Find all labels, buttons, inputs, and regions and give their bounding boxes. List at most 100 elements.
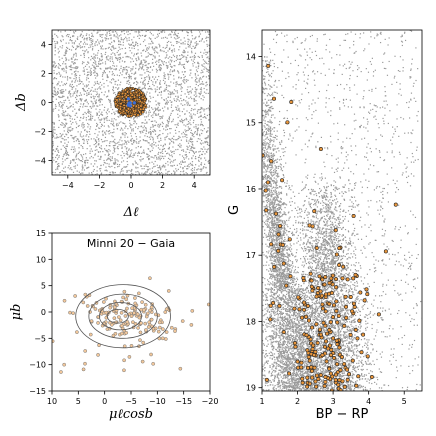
field-star (352, 329, 354, 331)
field-star (181, 90, 183, 93)
field-star (205, 151, 208, 153)
field-star (198, 156, 200, 158)
field-star (186, 79, 188, 81)
field-star (104, 154, 106, 156)
field-star (82, 35, 84, 37)
field-star (151, 62, 153, 64)
pm-star (149, 352, 153, 357)
field-star (173, 138, 175, 141)
field-star (186, 31, 188, 33)
field-star (288, 138, 290, 140)
field-star (55, 98, 58, 100)
field-star (275, 91, 277, 94)
field-star (167, 125, 169, 127)
field-star (271, 165, 273, 168)
field-star (160, 66, 162, 69)
field-star (80, 100, 82, 102)
field-star (88, 36, 91, 39)
field-star (195, 164, 197, 166)
field-star (157, 108, 159, 110)
field-star (94, 67, 96, 69)
field-star (174, 99, 176, 102)
field-star (164, 88, 166, 90)
field-star (65, 57, 67, 59)
field-star (315, 325, 317, 328)
field-star (332, 250, 334, 252)
field-star (58, 81, 60, 83)
field-star (97, 138, 100, 140)
field-star (95, 102, 97, 104)
field-star (171, 156, 173, 158)
field-star (114, 54, 116, 56)
field-star (130, 155, 132, 158)
field-star (79, 74, 81, 77)
field-star (124, 117, 126, 119)
field-star (293, 354, 296, 356)
field-star (117, 145, 119, 148)
field-star (152, 131, 155, 133)
field-star (83, 39, 85, 41)
field-star (185, 100, 187, 102)
field-star (187, 44, 190, 46)
field-star (82, 83, 84, 85)
field-star (280, 326, 282, 328)
field-star (193, 54, 196, 57)
field-star (135, 147, 137, 149)
field-star (78, 109, 80, 111)
field-star (70, 77, 72, 79)
field-star (188, 112, 191, 114)
field-star (281, 280, 283, 283)
field-star (163, 50, 165, 52)
field-star (96, 166, 98, 168)
field-star (320, 380, 323, 382)
field-star (156, 114, 158, 116)
field-star (338, 374, 340, 376)
field-star (158, 110, 160, 112)
field-star (107, 154, 110, 157)
field-star (381, 317, 383, 319)
field-star (54, 129, 56, 131)
field-star (192, 65, 194, 67)
field-star (168, 148, 170, 150)
field-star (258, 195, 259, 196)
field-star (71, 146, 73, 148)
field-star (166, 128, 169, 131)
field-star (190, 132, 192, 134)
field-star (113, 53, 116, 55)
field-star (63, 95, 65, 98)
field-star (149, 162, 151, 164)
field-star (162, 152, 164, 155)
field-star (166, 67, 168, 69)
field-star (272, 94, 274, 96)
field-star (184, 82, 186, 84)
field-star (154, 130, 157, 132)
field-star (135, 167, 137, 169)
field-star (207, 36, 209, 39)
field-star (179, 173, 181, 175)
field-star (127, 80, 129, 82)
field-star (207, 130, 209, 132)
field-star (187, 51, 189, 53)
field-star (185, 139, 188, 141)
field-star (87, 52, 89, 54)
field-star (276, 270, 278, 272)
field-star (206, 57, 208, 59)
field-star (99, 127, 101, 130)
field-star (192, 141, 194, 143)
field-star (184, 113, 186, 115)
field-star (86, 37, 88, 39)
field-star (263, 158, 265, 160)
field-star (105, 169, 107, 171)
field-star (101, 141, 104, 143)
field-star (112, 132, 114, 134)
field-star (277, 242, 279, 244)
field-star (203, 163, 206, 165)
field-star (262, 388, 264, 391)
field-star (95, 142, 98, 144)
field-star (111, 74, 113, 76)
field-star (155, 145, 157, 147)
field-star (122, 56, 124, 58)
field-star (192, 63, 194, 65)
field-star (163, 128, 165, 130)
field-star (132, 139, 135, 141)
